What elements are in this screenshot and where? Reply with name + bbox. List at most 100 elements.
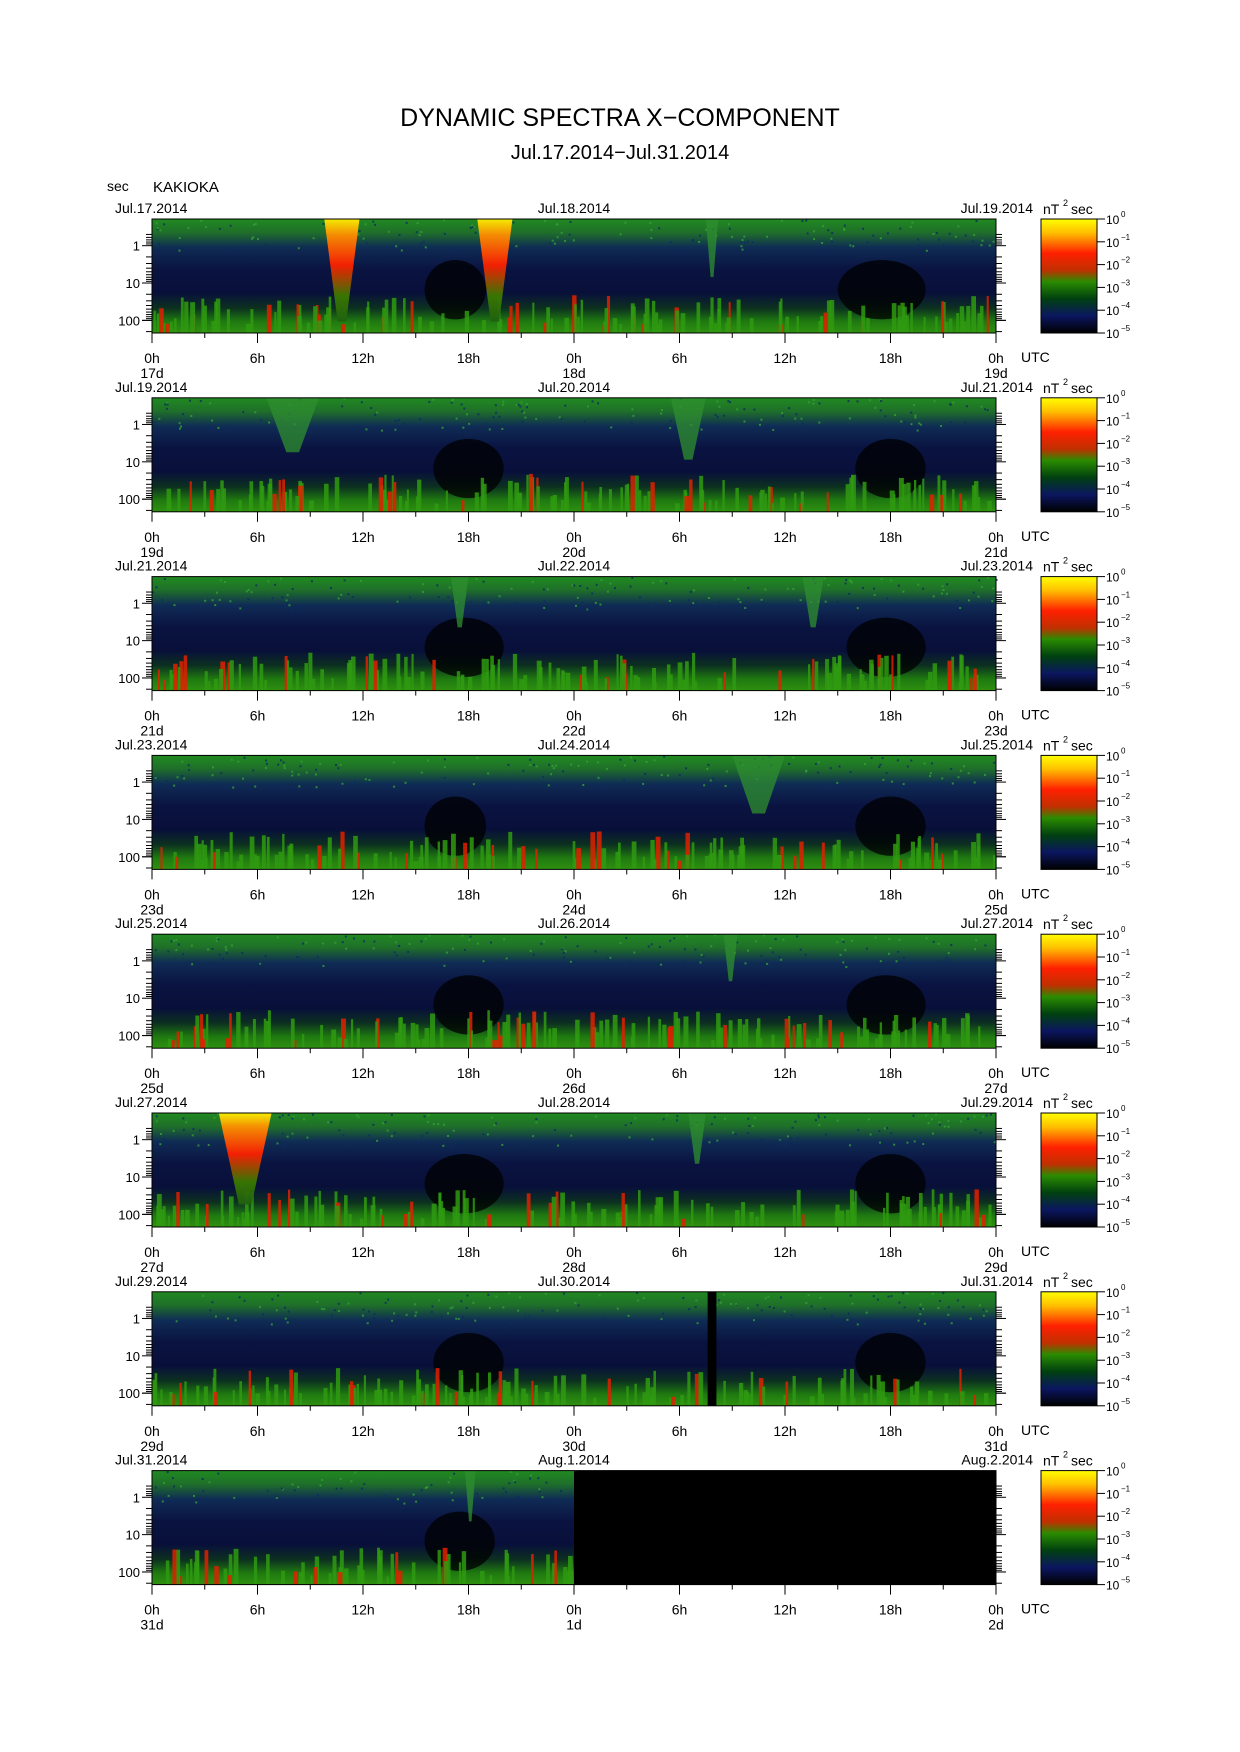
colorbar-tick-base: 10	[1106, 415, 1120, 429]
day-label-mid: 28d	[562, 1259, 585, 1275]
panel-date-right: Jul.19.2014	[961, 200, 1034, 216]
pulsation-event	[670, 397, 706, 460]
x-tick-label: 18h	[879, 1244, 902, 1260]
quiet-region	[424, 1154, 504, 1214]
x-tick-label: 0h	[988, 1602, 1004, 1618]
x-tick-label: 12h	[773, 708, 796, 724]
colorbar-tick-exponent: −5	[1121, 1576, 1131, 1585]
day-label-right: 2d	[988, 1617, 1004, 1633]
x-tick-label: 18h	[879, 708, 902, 724]
colorbar-tick-base: 10	[1106, 1107, 1120, 1121]
colorbar-tick-exponent: −4	[1121, 480, 1131, 489]
colorbar-tick-base: 10	[1106, 437, 1120, 451]
y-tick-label: 1	[133, 417, 140, 432]
day-label-mid: 24d	[562, 901, 585, 917]
colorbar-unit-exponent: 2	[1063, 1271, 1068, 1281]
x-tick-label: 12h	[773, 1602, 796, 1618]
x-tick-label: 6h	[250, 529, 266, 545]
day-label-left: 25d	[140, 1080, 163, 1096]
x-tick-label: 0h	[988, 1423, 1004, 1439]
chart-subtitle: Jul.17.2014−Jul.31.2014	[510, 142, 730, 164]
colorbar-tick-exponent: −2	[1121, 613, 1131, 622]
x-tick-label: 6h	[250, 708, 266, 724]
colorbar-tick-base: 10	[1106, 236, 1120, 250]
x-tick-label: 18h	[457, 350, 480, 366]
day-label-mid: 22d	[562, 723, 585, 739]
panel-date-right: Jul.31.2014	[961, 1273, 1034, 1289]
colorbar-tick-exponent: −2	[1121, 1507, 1131, 1516]
panel-date-left: Jul.31.2014	[115, 1452, 188, 1468]
day-label-right: 29d	[984, 1259, 1007, 1275]
x-tick-label: 0h	[566, 1423, 582, 1439]
colorbar-tick-base: 10	[1106, 841, 1120, 855]
panel-date-left: Jul.29.2014	[115, 1273, 188, 1289]
colorbar-tick-base: 10	[1106, 685, 1120, 699]
pulsation-event	[723, 934, 738, 982]
colorbar-unit-exponent: 2	[1063, 198, 1068, 208]
x-tick-label: 6h	[672, 1602, 688, 1618]
x-axis-unit: UTC	[1021, 1064, 1050, 1080]
panel-date-right: Aug.2.2014	[961, 1452, 1033, 1468]
x-tick-label: 6h	[672, 886, 688, 902]
colorbar-tick-exponent: 0	[1121, 210, 1126, 219]
colorbar	[1040, 1470, 1098, 1586]
y-tick-label: 10	[126, 634, 140, 649]
panel-date-mid: Jul.18.2014	[538, 200, 611, 216]
colorbar-tick-base: 10	[1106, 662, 1120, 676]
colorbar-tick-base: 10	[1106, 795, 1120, 809]
x-axis-unit: UTC	[1021, 885, 1050, 901]
colorbar-unit-exponent: 2	[1063, 1450, 1068, 1460]
day-label-left: 27d	[140, 1259, 163, 1275]
colorbar-tick-base: 10	[1106, 1487, 1120, 1501]
pulsation-event	[732, 755, 785, 814]
quiet-region	[855, 796, 926, 856]
colorbar-tick-base: 10	[1106, 1377, 1120, 1391]
panel-date-mid: Jul.24.2014	[538, 736, 611, 752]
day-label-right: 25d	[984, 901, 1007, 917]
colorbar-tick-exponent: −1	[1121, 769, 1131, 778]
colorbar-unit: nT	[1043, 1453, 1060, 1469]
y-tick-label: 1	[133, 239, 140, 254]
colorbar-tick-exponent: −4	[1121, 301, 1131, 310]
spectra-panel: Jul.21.2014 Jul.22.2014 Jul.23.2014 nT 2 sec 1…	[115, 556, 1131, 739]
colorbar-tick-exponent: −4	[1121, 1195, 1131, 1204]
colorbar-tick-exponent: −1	[1121, 233, 1131, 242]
colorbar-tick-exponent: −3	[1121, 278, 1131, 287]
missing-data-region	[574, 1470, 996, 1585]
x-tick-label: 18h	[879, 350, 902, 366]
x-tick-label: 0h	[988, 529, 1004, 545]
x-tick-label: 12h	[773, 1423, 796, 1439]
x-tick-label: 18h	[879, 886, 902, 902]
colorbar-tick-base: 10	[1106, 1354, 1120, 1368]
day-label-mid: 1d	[566, 1617, 582, 1633]
colorbar-tick-exponent: −3	[1121, 1530, 1131, 1539]
colorbar-unit: nT	[1043, 737, 1060, 753]
day-label-mid: 18d	[562, 365, 585, 381]
colorbar	[1040, 218, 1098, 334]
colorbar	[1040, 397, 1098, 513]
colorbar-tick-base: 10	[1106, 1579, 1120, 1593]
panel-date-left: Jul.21.2014	[115, 558, 188, 574]
spectra-panel: Jul.17.2014 Jul.18.2014 Jul.19.2014 nT 2 sec 1…	[115, 198, 1131, 381]
x-tick-label: 0h	[566, 886, 582, 902]
x-tick-label: 6h	[672, 1423, 688, 1439]
colorbar	[1040, 1291, 1098, 1407]
colorbar-unit: nT	[1043, 1095, 1060, 1111]
x-tick-label: 6h	[250, 350, 266, 366]
x-tick-label: 12h	[351, 1065, 374, 1081]
y-tick-label: 100	[118, 1029, 140, 1044]
y-tick-label: 100	[118, 492, 140, 507]
x-tick-label: 18h	[879, 529, 902, 545]
day-label-right: 19d	[984, 365, 1007, 381]
quiet-region	[855, 1332, 926, 1393]
day-label-right: 21d	[984, 544, 1007, 560]
x-tick-label: 18h	[457, 708, 480, 724]
x-axis-unit: UTC	[1021, 707, 1050, 723]
x-tick-label: 0h	[566, 1065, 582, 1081]
x-tick-label: 18h	[457, 1602, 480, 1618]
colorbar-tick-exponent: −5	[1121, 324, 1131, 333]
colorbar-tick-exponent: −1	[1121, 1127, 1131, 1136]
x-tick-label: 18h	[879, 1065, 902, 1081]
y-tick-label: 1	[133, 1311, 140, 1326]
